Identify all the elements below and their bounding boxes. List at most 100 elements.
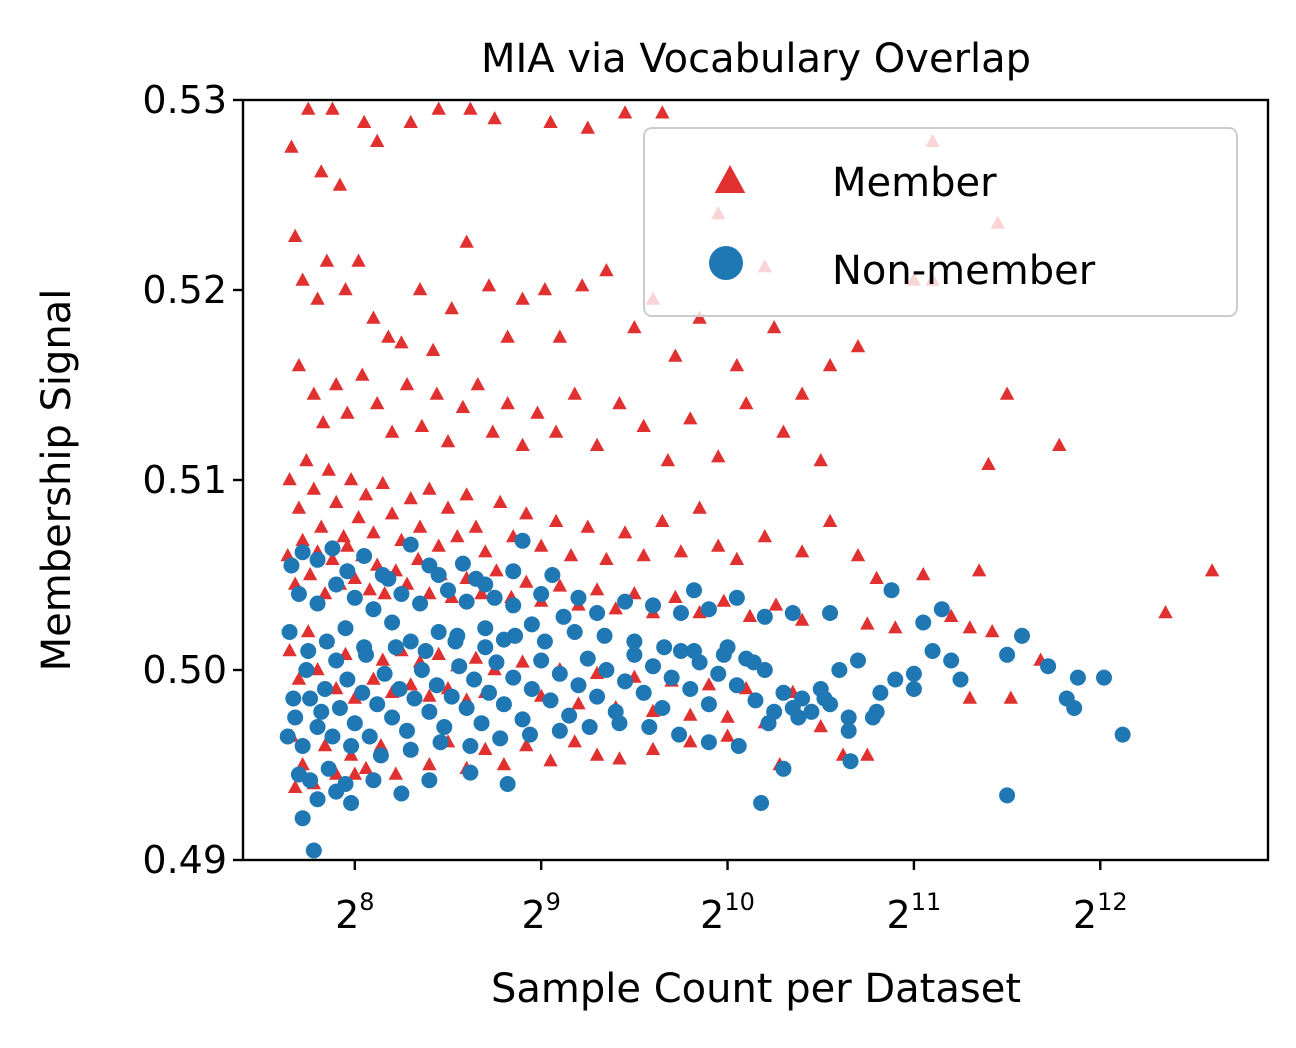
member-point [302,567,318,581]
non-member-point [451,658,468,675]
member-point [668,348,683,362]
member-point [692,500,707,514]
non-member-point [747,692,764,709]
member-point [299,453,314,467]
member-point [720,709,735,723]
non-member-point [399,722,415,739]
member-point [813,453,828,467]
non-member-point [672,605,689,621]
non-member-point [387,639,404,656]
non-member-point [728,677,745,694]
member-point [701,677,717,691]
member-point [742,608,758,622]
non-member-point [406,690,423,707]
member-point [295,532,310,546]
non-member-point [443,688,460,705]
non-member-point [656,639,673,656]
member-point [999,386,1015,400]
member-point [343,472,359,486]
non-member-point [495,696,512,713]
non-member-point [339,563,356,580]
non-member-point [298,662,315,678]
non-member-point [579,650,596,667]
member-point [515,291,530,305]
non-member-point [598,662,615,678]
non-member-point [794,690,811,707]
non-member-point [905,681,922,697]
non-member-point [343,795,360,811]
legend-member-marker [714,165,746,194]
non-member-point [551,722,568,739]
member-point [375,652,390,666]
non-member-point [290,586,307,602]
non-member-point [566,624,583,640]
member-point [403,114,418,128]
member-point [636,548,651,562]
non-member-point [730,738,747,754]
non-member-point [337,620,354,637]
member-point [481,278,497,292]
non-member-point [466,671,483,688]
member-point [766,320,782,334]
non-member-point [354,684,371,701]
member-point [422,688,437,702]
non-member-point [1014,627,1030,644]
member-point [519,738,534,752]
member-point [683,707,698,721]
member-point [962,690,978,704]
non-member-point [430,567,447,583]
member-point [431,101,446,115]
non-member-point [313,703,330,720]
y-tick-label: 0.51 [142,458,227,502]
member-point [612,751,627,765]
non-member-point [756,608,773,625]
non-member-point [570,589,587,606]
non-member-point [753,795,770,811]
member-point [429,386,445,400]
non-member-point [589,688,606,705]
member-point [431,538,446,552]
non-member-point [393,586,410,602]
member-point [1003,690,1019,704]
non-member-point [380,570,397,587]
non-member-point [477,639,494,656]
member-point [399,377,415,391]
member-point [340,538,355,552]
non-member-point [523,616,540,633]
member-point [515,437,530,451]
member-point [459,487,474,501]
non-member-point [756,662,773,678]
non-member-point [760,715,777,732]
member-point [813,719,828,733]
member-point [369,396,385,410]
member-point [794,544,810,558]
member-point [366,671,381,685]
non-member-point [309,595,326,612]
non-member-point [369,696,386,713]
member-point [519,574,534,588]
non-member-point [507,627,524,644]
member-point [729,551,745,565]
member-point [340,405,355,419]
member-point [384,424,400,438]
non-member-point [710,665,727,682]
non-member-point [522,726,538,743]
non-member-point [617,673,634,690]
non-member-point [361,728,378,745]
member-point [468,650,484,664]
member-point [410,551,426,565]
non-member-point [883,582,900,599]
non-member-point [432,734,449,751]
member-point [343,747,359,761]
member-point [319,253,335,267]
non-member-point [745,654,762,671]
non-member-point [287,709,304,726]
member-point [347,766,363,780]
non-member-point [924,643,941,659]
non-member-point [822,605,839,621]
member-point [291,358,307,372]
member-point [668,589,683,603]
member-point [589,437,605,451]
member-point [287,779,303,793]
non-member-point [499,776,516,792]
